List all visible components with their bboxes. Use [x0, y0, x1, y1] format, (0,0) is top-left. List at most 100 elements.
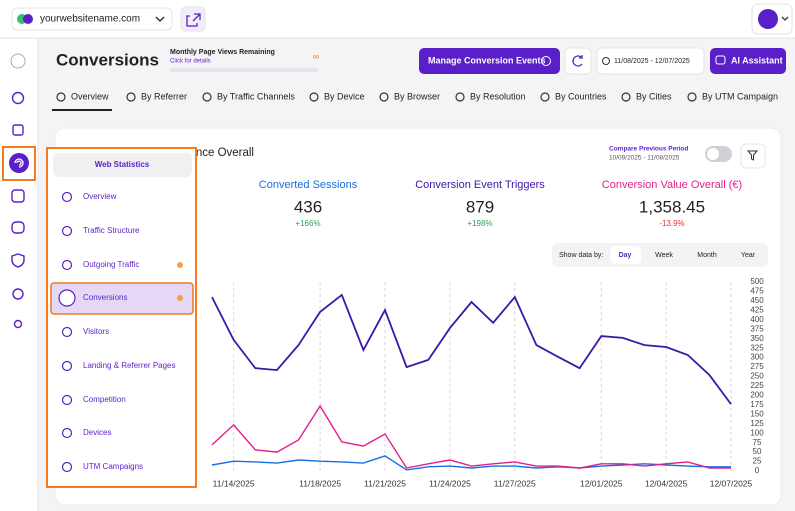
- stat-change: +166%: [295, 219, 320, 228]
- stat-label: Converted Sessions: [259, 179, 358, 191]
- tab-label: By Countries: [555, 91, 607, 101]
- button-label: Manage Conversion Events: [428, 55, 546, 65]
- chart: 0255075100125150175200225250275300325350…: [211, 277, 764, 488]
- y-tick-label: 75: [753, 438, 762, 447]
- button-bg: [564, 47, 592, 75]
- collapse-icon[interactable]: [10, 53, 26, 69]
- menu-item[interactable]: Outgoing Traffic: [61, 259, 184, 271]
- refresh-button[interactable]: [564, 47, 592, 75]
- status-dot: [177, 262, 183, 268]
- quota-link[interactable]: Click for details: [170, 59, 211, 65]
- tab[interactable]: By Referrer: [126, 91, 187, 102]
- tab-icon: [687, 92, 697, 102]
- manage-button[interactable]: Manage Conversion Events: [419, 48, 560, 74]
- filter-button[interactable]: [740, 143, 766, 169]
- y-tick-label: 500: [750, 277, 764, 286]
- nav-icon[interactable]: [12, 288, 24, 300]
- account[interactable]: [751, 3, 793, 35]
- tab-icon: [202, 92, 212, 102]
- x-tick-label: 11/14/2025: [213, 478, 255, 488]
- show-by-option[interactable]: Year: [741, 252, 756, 259]
- menu-item[interactable]: Competition: [61, 394, 126, 406]
- tab-icon: [379, 92, 389, 102]
- tab-bar: Overview By Referrer By Traffic Channels By…: [56, 91, 778, 102]
- menu-icon: [61, 259, 73, 271]
- menu-label: Landing & Referrer Pages: [83, 361, 176, 370]
- menu-item[interactable]: Devices: [61, 427, 112, 439]
- menu-item[interactable]: Visitors: [61, 326, 110, 338]
- button: [180, 6, 206, 32]
- compare-toggle[interactable]: [705, 146, 732, 162]
- site-selector[interactable]: yourwebsitename.com: [11, 7, 173, 31]
- quota-title: Monthly Page Views Remaining: [170, 49, 275, 56]
- tab-label: By Referrer: [141, 91, 187, 101]
- date-picker[interactable]: 11/08/2025 - 12/07/2025: [596, 47, 705, 75]
- tab-label: By Device: [324, 91, 365, 101]
- menu-icon: [58, 289, 76, 307]
- stats: Converted Sessions 436 +166% Conversion Eve…: [259, 179, 742, 228]
- menu-icon: [61, 427, 73, 439]
- menu-header: [53, 153, 192, 177]
- chat-icon: [715, 55, 726, 65]
- tab[interactable]: By Resolution: [455, 91, 526, 102]
- open-site[interactable]: [180, 6, 206, 32]
- compare-range: 10/09/2025 - 11/08/2025: [609, 155, 680, 162]
- stat-label: Conversion Value Overall (€): [602, 179, 742, 191]
- ai-button[interactable]: AI Assistant: [710, 48, 786, 74]
- tab[interactable]: By Cities: [621, 91, 672, 102]
- nav-icon[interactable]: [13, 319, 23, 329]
- y-tick-label: 225: [750, 381, 764, 390]
- site-icon: [23, 14, 33, 24]
- show-by-option[interactable]: Month: [697, 252, 717, 259]
- filter-icon: [746, 150, 759, 161]
- menu-item[interactable]: Conversions: [58, 289, 183, 307]
- y-tick-label: 25: [753, 457, 762, 466]
- plus-icon: [541, 56, 551, 66]
- picker-bg: [596, 47, 705, 75]
- show-by-option[interactable]: Day: [619, 252, 632, 259]
- refresh-icon: [572, 55, 583, 67]
- menu-items: Overview Traffic Structure Outgoing Traffi…: [58, 191, 184, 473]
- y-tick-label: 475: [750, 287, 764, 296]
- chevron: [155, 16, 165, 23]
- y-tick-label: 300: [750, 353, 764, 362]
- tab-icon: [621, 92, 631, 102]
- menu-selected: [50, 282, 194, 315]
- menu-item[interactable]: UTM Campaigns: [61, 461, 144, 473]
- nav-icon[interactable]: [12, 124, 24, 136]
- tab[interactable]: By Countries: [540, 91, 607, 102]
- nav-icon[interactable]: [11, 91, 25, 105]
- show-by-option[interactable]: Week: [655, 252, 673, 259]
- nav-icon[interactable]: [11, 221, 25, 234]
- menu-icon: [61, 360, 73, 372]
- tab-label: By UTM Campaign: [702, 91, 778, 101]
- tab[interactable]: Overview: [56, 91, 109, 102]
- button-label: AI Assistant: [731, 55, 783, 65]
- button-bg: [419, 48, 560, 74]
- nav-icon[interactable]: [11, 189, 25, 203]
- stat-value: 1,358.45: [639, 197, 705, 216]
- menu-item[interactable]: Traffic Structure: [61, 225, 141, 237]
- series-line: [211, 455, 731, 471]
- x-tick-label: 11/24/2025: [429, 478, 471, 488]
- menu-panel: [46, 147, 197, 488]
- y-tick-label: 125: [750, 419, 764, 428]
- series-line: [211, 293, 732, 405]
- nav-icon-active[interactable]: [9, 153, 29, 173]
- menu-item[interactable]: Overview: [61, 191, 117, 203]
- menu-title: Web Statistics: [95, 160, 150, 169]
- menu-icon: [61, 326, 73, 338]
- y-tick-label: 375: [750, 324, 764, 333]
- tab[interactable]: By Traffic Channels: [202, 91, 295, 102]
- stat-change: +198%: [467, 219, 492, 228]
- tab[interactable]: By Device: [309, 91, 365, 102]
- tab[interactable]: By UTM Campaign: [687, 91, 778, 102]
- tab[interactable]: By Browser: [379, 91, 440, 102]
- y-tick-label: 425: [750, 305, 764, 314]
- nav-icon[interactable]: [11, 253, 25, 268]
- x-tick-label: 12/07/2025: [710, 478, 753, 488]
- toggle-knob: [707, 148, 719, 160]
- menu-item[interactable]: Landing & Referrer Pages: [61, 360, 176, 372]
- menu-label: UTM Campaigns: [83, 462, 143, 471]
- menu-icon: [61, 225, 73, 237]
